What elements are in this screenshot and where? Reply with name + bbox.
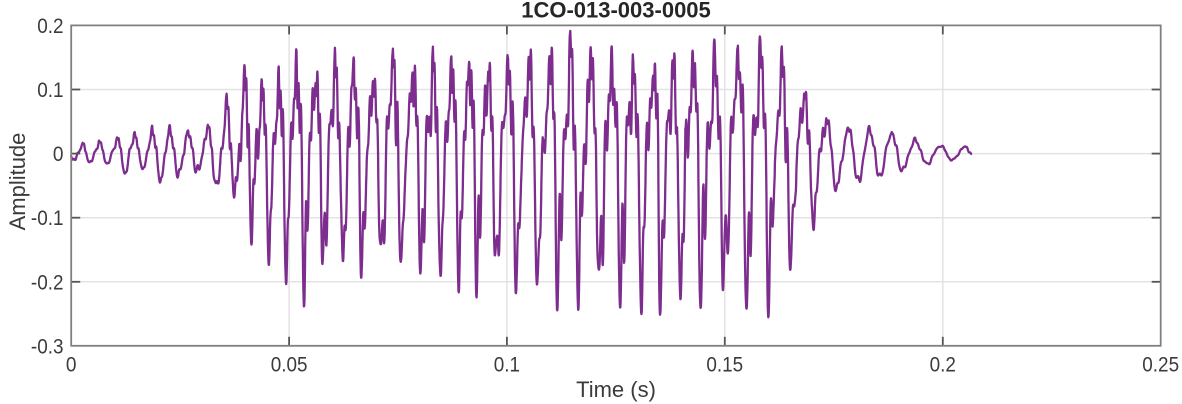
svg-text:Time (s): Time (s) (576, 377, 656, 402)
svg-text:-0.1: -0.1 (31, 206, 64, 230)
svg-text:0.25: 0.25 (1142, 353, 1179, 377)
svg-text:Amplitude: Amplitude (5, 133, 30, 231)
svg-text:1CO-013-003-0005: 1CO-013-003-0005 (521, 0, 711, 23)
svg-text:0.1: 0.1 (37, 78, 63, 102)
svg-text:-0.3: -0.3 (31, 334, 64, 358)
svg-text:0: 0 (53, 142, 64, 166)
svg-text:-0.2: -0.2 (31, 270, 64, 294)
svg-text:0.05: 0.05 (271, 353, 308, 377)
svg-text:0.2: 0.2 (930, 353, 956, 377)
svg-text:0.1: 0.1 (494, 353, 520, 377)
svg-text:0.2: 0.2 (37, 14, 63, 38)
svg-text:0.15: 0.15 (706, 353, 743, 377)
svg-text:0: 0 (66, 353, 77, 377)
